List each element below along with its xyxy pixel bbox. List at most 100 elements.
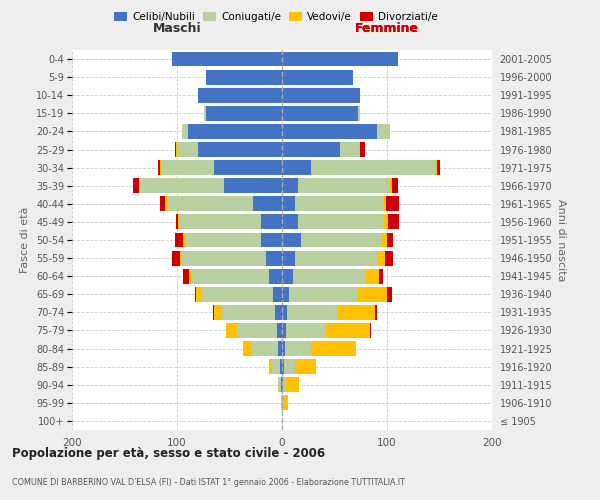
Bar: [282, 341, 311, 356]
Bar: [226, 323, 282, 338]
Bar: [172, 52, 282, 66]
Bar: [282, 323, 370, 338]
Legend: Celibi/Nubili, Coniugati/e, Vedovi/e, Divorziati/e: Celibi/Nubili, Coniugati/e, Vedovi/e, Di…: [110, 8, 442, 26]
Bar: [282, 52, 398, 66]
Bar: [179, 214, 282, 230]
Bar: [282, 178, 298, 193]
Bar: [282, 124, 390, 139]
Bar: [167, 196, 282, 211]
Bar: [198, 88, 282, 102]
Bar: [282, 52, 398, 66]
Bar: [206, 70, 282, 84]
Bar: [278, 341, 282, 356]
Bar: [282, 160, 435, 175]
Bar: [139, 178, 282, 193]
Bar: [175, 232, 282, 248]
Bar: [172, 52, 282, 66]
Bar: [282, 269, 383, 283]
Bar: [160, 160, 282, 175]
Bar: [177, 142, 282, 157]
Bar: [282, 359, 284, 374]
Bar: [282, 142, 340, 157]
Bar: [281, 396, 282, 410]
Bar: [224, 178, 282, 193]
Text: Femmine: Femmine: [355, 22, 419, 35]
Bar: [282, 88, 360, 102]
Bar: [281, 396, 282, 410]
Bar: [243, 341, 282, 356]
Bar: [282, 106, 360, 121]
Bar: [180, 250, 282, 266]
Bar: [140, 178, 282, 193]
Bar: [206, 70, 282, 84]
Bar: [196, 287, 282, 302]
Bar: [282, 52, 398, 66]
Bar: [269, 359, 282, 374]
Bar: [160, 196, 282, 211]
Bar: [282, 323, 286, 338]
Text: COMUNE DI BARBERINO VAL D'ELSA (FI) - Dati ISTAT 1° gennaio 2006 - Elaborazione : COMUNE DI BARBERINO VAL D'ELSA (FI) - Da…: [12, 478, 405, 487]
Bar: [172, 250, 282, 266]
Bar: [282, 396, 289, 410]
Bar: [282, 196, 295, 211]
Bar: [278, 378, 282, 392]
Bar: [282, 52, 398, 66]
Bar: [204, 106, 282, 121]
Bar: [176, 214, 282, 230]
Bar: [282, 232, 301, 248]
Bar: [282, 378, 283, 392]
Bar: [261, 214, 282, 230]
Bar: [282, 232, 394, 248]
Bar: [198, 88, 282, 102]
Bar: [282, 106, 358, 121]
Bar: [282, 359, 295, 374]
Bar: [185, 232, 282, 248]
Bar: [282, 323, 326, 338]
Bar: [282, 287, 289, 302]
Bar: [214, 305, 282, 320]
Bar: [282, 269, 366, 283]
Bar: [277, 323, 282, 338]
Bar: [282, 106, 360, 121]
Y-axis label: Anni di nascita: Anni di nascita: [556, 198, 566, 281]
Bar: [282, 142, 359, 157]
Bar: [187, 124, 282, 139]
Bar: [282, 106, 360, 121]
Bar: [166, 196, 282, 211]
Bar: [282, 396, 283, 410]
Bar: [282, 359, 316, 374]
Text: Maschi: Maschi: [152, 22, 202, 35]
Y-axis label: Fasce di età: Fasce di età: [20, 207, 31, 273]
Bar: [282, 88, 360, 102]
Bar: [271, 359, 282, 374]
Bar: [282, 323, 371, 338]
Bar: [280, 359, 282, 374]
Bar: [282, 214, 388, 230]
Bar: [222, 305, 282, 320]
Bar: [282, 232, 387, 248]
Bar: [282, 142, 365, 157]
Bar: [269, 359, 282, 374]
Bar: [195, 287, 282, 302]
Bar: [206, 106, 282, 121]
Bar: [282, 88, 360, 102]
Bar: [175, 142, 282, 157]
Bar: [282, 396, 289, 410]
Bar: [282, 305, 338, 320]
Bar: [176, 142, 282, 157]
Bar: [282, 178, 390, 193]
Text: Femmine: Femmine: [355, 22, 419, 35]
Bar: [282, 196, 386, 211]
Bar: [282, 232, 381, 248]
Bar: [204, 106, 282, 121]
Bar: [161, 160, 282, 175]
Bar: [282, 341, 355, 356]
Bar: [178, 214, 282, 230]
Bar: [272, 287, 282, 302]
Text: Popolazione per età, sesso e stato civile - 2006: Popolazione per età, sesso e stato civil…: [12, 448, 325, 460]
Bar: [282, 124, 390, 139]
Bar: [282, 214, 298, 230]
Bar: [182, 124, 282, 139]
Bar: [214, 160, 282, 175]
Bar: [282, 250, 394, 266]
